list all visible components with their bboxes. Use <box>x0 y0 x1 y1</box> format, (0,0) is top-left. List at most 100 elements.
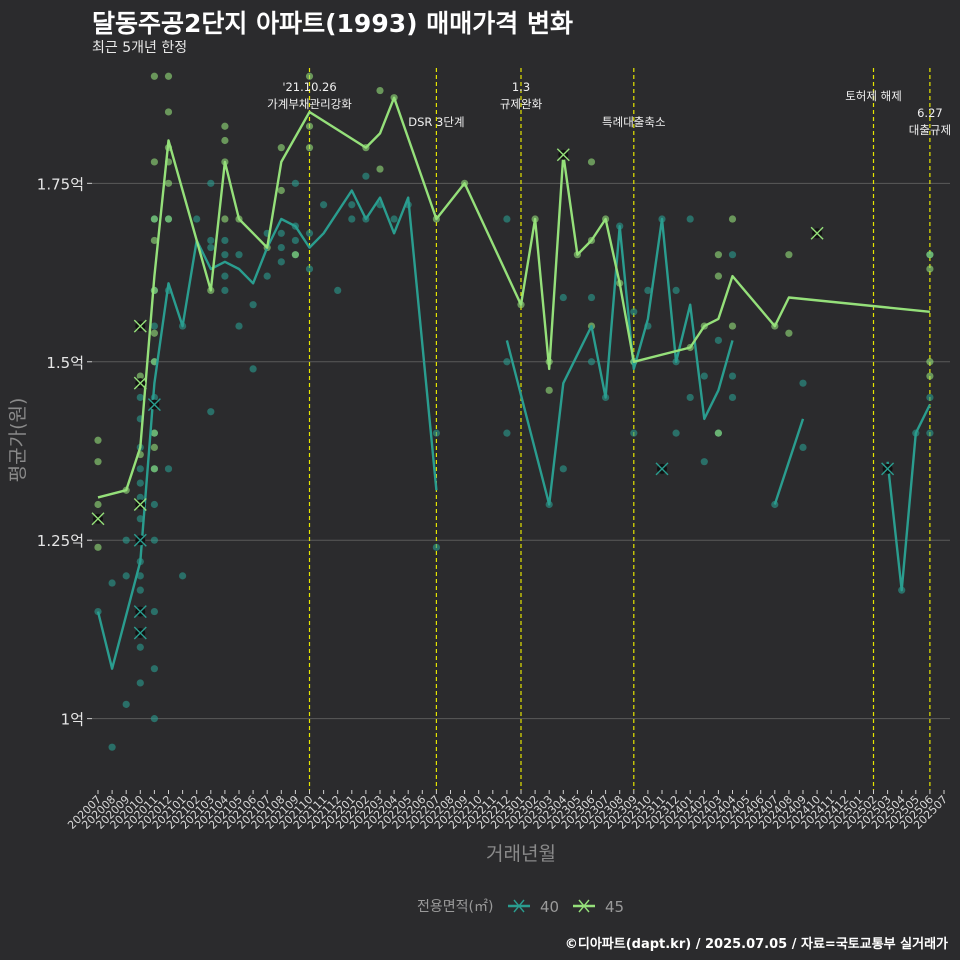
data-point <box>179 572 187 580</box>
data-point <box>334 286 342 294</box>
x-axis: 2020072020082020092020102020112020122021… <box>65 790 950 832</box>
cancelled-marker <box>810 226 824 240</box>
cancelled-marker <box>133 376 147 390</box>
data-point <box>150 500 158 509</box>
data-point <box>277 186 285 195</box>
data-point <box>503 215 511 223</box>
data-point <box>672 286 680 294</box>
data-point <box>277 229 285 237</box>
data-point <box>714 429 723 437</box>
data-point <box>94 500 102 509</box>
data-point <box>587 158 596 166</box>
data-point <box>136 393 144 402</box>
series-line-45 <box>97 96 931 499</box>
data-point <box>136 515 144 523</box>
data-point <box>221 215 229 223</box>
data-point <box>150 443 158 452</box>
data-point <box>94 458 102 466</box>
cancelled-markers <box>91 148 895 640</box>
cancelled-marker <box>655 462 669 476</box>
event-label: 6.27 <box>917 106 943 120</box>
data-point <box>207 179 215 187</box>
data-point <box>136 679 144 687</box>
data-point <box>305 229 314 237</box>
y-axis-title: 평균가(원) <box>7 398 29 483</box>
data-point <box>348 201 356 209</box>
cancelled-marker-cross <box>556 148 570 162</box>
legend-swatch-cross <box>513 899 525 913</box>
data-point <box>376 86 384 95</box>
data-point <box>122 700 130 708</box>
data-point <box>630 308 638 316</box>
data-point <box>305 265 314 273</box>
data-point <box>94 436 102 444</box>
y-axis: 1억 1.25억 1.5억 1.75억 <box>37 175 92 729</box>
data-point <box>136 465 144 473</box>
data-point <box>207 243 215 252</box>
data-point <box>108 579 116 587</box>
cancelled-marker <box>91 512 105 526</box>
cancelled-marker <box>881 462 895 476</box>
data-point <box>348 215 356 223</box>
data-point <box>221 236 229 245</box>
data-point <box>926 265 934 273</box>
legend-title: 전용면적(㎡) <box>417 899 493 915</box>
data-point <box>362 172 370 180</box>
series-lines <box>96 96 931 670</box>
data-point <box>207 408 215 416</box>
data-point <box>630 429 638 437</box>
cancelled-marker-cross <box>133 498 147 512</box>
data-point <box>221 286 229 294</box>
cancelled-marker-cross <box>133 533 147 547</box>
data-point <box>122 572 130 580</box>
data-point <box>432 429 440 437</box>
data-point <box>728 251 737 259</box>
event-label: 대출규제 <box>909 123 951 137</box>
data-point <box>714 251 723 259</box>
cancelled-marker-cross <box>881 462 895 476</box>
x-axis-title: 거래년월 <box>486 843 556 865</box>
event-label: '21.10.26 <box>282 80 336 94</box>
data-point <box>277 258 285 266</box>
data-point <box>150 329 158 337</box>
legend-swatch-cross <box>578 899 590 913</box>
data-point <box>108 743 116 751</box>
data-point <box>714 336 723 344</box>
data-point <box>644 286 652 294</box>
data-point <box>291 251 299 259</box>
data-point <box>221 122 229 130</box>
data-point <box>926 393 934 402</box>
cancelled-marker <box>133 319 147 333</box>
legend-label: 40 <box>540 898 559 916</box>
legend: 전용면적(㎡) 40 45 <box>417 898 624 916</box>
data-point <box>221 272 229 280</box>
data-point <box>164 108 173 116</box>
data-point <box>728 322 737 330</box>
data-point <box>249 301 257 309</box>
data-point <box>686 393 694 402</box>
chart-title: 달동주공2단지 아파트(1993) 매매가격 변화 <box>92 9 573 38</box>
data-point <box>235 322 243 330</box>
data-point <box>559 293 567 302</box>
event-label: DSR 3단계 <box>408 115 464 129</box>
data-point <box>263 272 271 280</box>
cancelled-marker-cross <box>810 226 824 240</box>
data-points <box>94 72 934 751</box>
cancelled-marker <box>133 498 147 512</box>
cancelled-marker-cross <box>655 462 669 476</box>
event-label: 특례대출축소 <box>602 115 665 129</box>
data-point <box>503 429 511 437</box>
data-point <box>587 293 596 302</box>
data-point <box>150 429 158 437</box>
data-point <box>150 215 158 223</box>
data-point <box>799 379 807 387</box>
data-point <box>545 386 553 394</box>
data-point <box>305 72 314 80</box>
data-point <box>305 122 314 130</box>
y-tick-label: 1.25억 <box>37 532 84 550</box>
data-point <box>150 465 158 473</box>
y-tick-label: 1.5억 <box>46 354 84 372</box>
data-point <box>432 543 440 551</box>
footer-credit: ©디아파트(dapt.kr) / 2025.07.05 / 자료=국토교통부 실… <box>564 937 948 952</box>
